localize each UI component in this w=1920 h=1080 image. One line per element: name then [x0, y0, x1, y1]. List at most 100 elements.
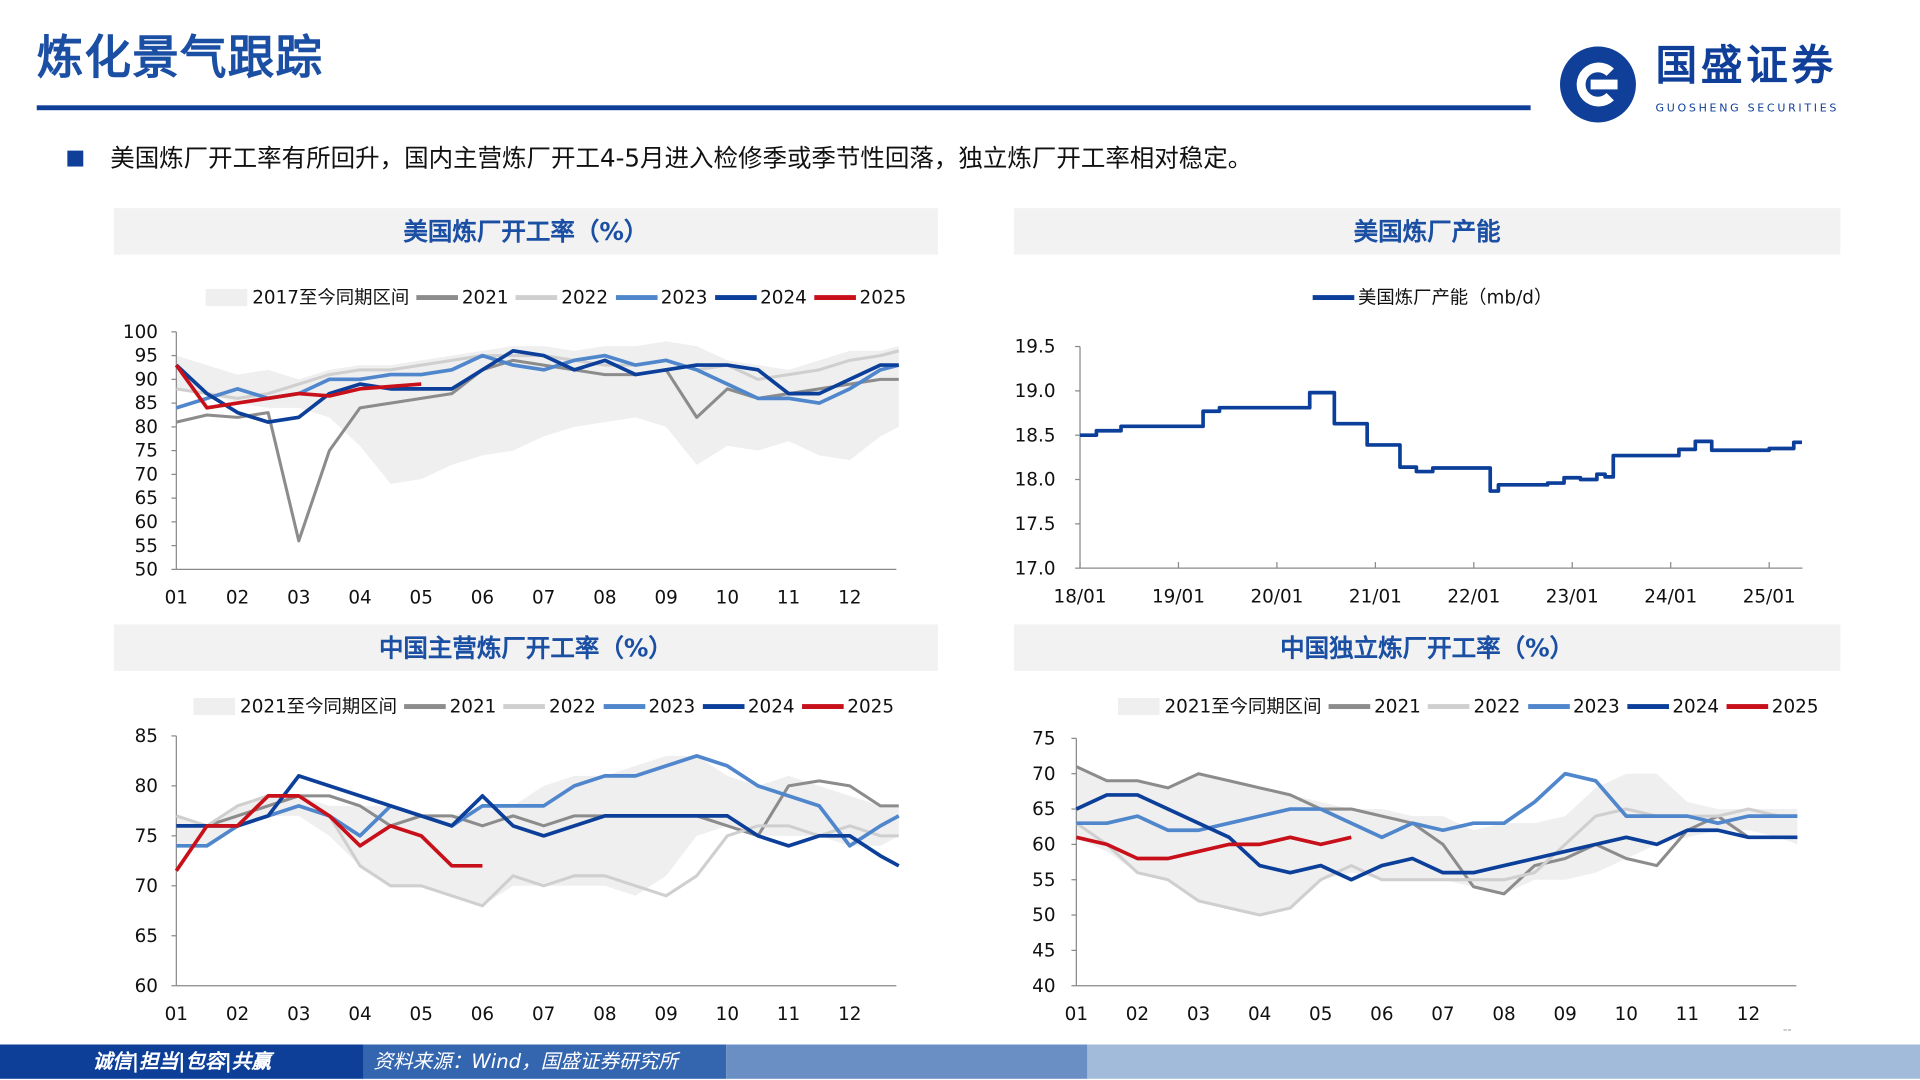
range-band [176, 755, 899, 906]
legend-item: 2024 [702, 695, 795, 718]
legend-label: 2021 [1374, 695, 1421, 718]
y-tick-label: 55 [135, 536, 158, 557]
y-tick-label: 60 [1032, 835, 1055, 856]
legend-line-swatch [1428, 704, 1470, 709]
legend-line-swatch [1312, 295, 1355, 301]
y-tick-label: 90 [135, 369, 158, 390]
series-line-2025 [1075, 835, 1352, 861]
y-tick-label: 18.5 [1015, 425, 1056, 446]
x-tick-label: 12 [1737, 1004, 1760, 1025]
y-tick-label: 85 [135, 726, 158, 747]
y-tick-label: 50 [1032, 905, 1055, 926]
legend-item: 2022 [1428, 696, 1520, 718]
legend-label: 2023 [648, 695, 696, 718]
footer-segment [726, 1044, 1088, 1079]
logo-name: 国盛证券 [1655, 41, 1837, 91]
footer-source: 资料来源：Wind，国盛证券研究所 [363, 1044, 727, 1079]
y-tick-label: 60 [135, 512, 158, 533]
x-tick-label: 09 [654, 1004, 677, 1025]
x-tick-label: 03 [287, 1004, 310, 1025]
x-tick-label: 20/01 [1250, 586, 1303, 607]
x-tick-label: 12 [838, 1004, 861, 1025]
y-tick-label: 75 [135, 826, 158, 847]
y-tick-label: 70 [135, 876, 158, 897]
x-tick-label: 08 [1492, 1004, 1515, 1025]
series-line-美国炼厂产能（mb/d） [1080, 390, 1802, 493]
y-tick-label: 19.0 [1015, 381, 1056, 402]
legend-label: 2017至今同期区间 [252, 286, 410, 309]
legend-line-swatch [814, 295, 856, 301]
x-tick-label: 02 [1126, 1004, 1149, 1025]
legend-line-swatch [404, 704, 446, 709]
y-tick-label: 19.5 [1015, 337, 1056, 358]
x-tick-label: 04 [348, 1004, 371, 1025]
y-tick-label: 65 [135, 488, 158, 509]
range-band [176, 341, 899, 484]
legend-item: 2021至今同期区间 [193, 696, 397, 718]
legend-us-capacity: 美国炼厂产能（mb/d） [1312, 286, 1560, 309]
x-tick-label: 11 [777, 588, 800, 609]
x-tick-label: 01 [165, 588, 188, 609]
x-tick-label: 07 [532, 1004, 555, 1025]
company-logo: 国盛证券 GUOSHENG SECURITIES [1558, 42, 1889, 128]
legend-item: 2025 [801, 695, 895, 718]
y-tick-label: 18.0 [1015, 470, 1056, 491]
legend-china-independent: 2021至今同期区间 2021 2022 2023 2024 2025 [1117, 695, 1826, 718]
series-line-2023 [176, 754, 900, 848]
legend-label: 2021至今同期区间 [1164, 695, 1322, 718]
y-tick-label: 65 [135, 926, 158, 947]
x-tick-label: 05 [410, 1004, 433, 1025]
y-tick-label: 85 [135, 393, 158, 414]
legend-label: 2025 [859, 286, 907, 309]
y-tick-label: 60 [135, 976, 158, 997]
legend-band-swatch [205, 288, 248, 307]
footer-slogan: 诚信|担当|包容|共赢 [0, 1044, 364, 1079]
series-line-2024 [1075, 793, 1798, 882]
legend-line-swatch [416, 295, 459, 301]
legend-label: 2025 [1771, 695, 1819, 718]
x-tick-label: 09 [654, 588, 677, 609]
x-tick-label: 18/01 [1054, 586, 1107, 607]
legend-line-swatch [515, 295, 558, 301]
y-tick-label: 40 [1032, 976, 1055, 997]
x-tick-label: 05 [410, 588, 433, 609]
y-tick-label: 45 [1032, 941, 1055, 962]
series-line-2023 [1076, 771, 1798, 840]
legend-label: 2022 [1473, 695, 1521, 718]
legend-item: 2023 [615, 287, 707, 309]
legend-label: 美国炼厂产能（mb/d） [1357, 286, 1553, 309]
legend-band-swatch [193, 697, 236, 716]
x-tick-label: 23/01 [1546, 586, 1599, 607]
x-tick-label: 25/01 [1743, 586, 1796, 607]
y-tick-label: 95 [135, 346, 158, 367]
x-tick-label: 02 [226, 588, 249, 609]
legend-item: 2023 [603, 696, 695, 718]
y-tick-label: 50 [135, 560, 158, 581]
legend-item: 美国炼厂产能（mb/d） [1312, 286, 1553, 309]
legend-label: 2024 [747, 695, 795, 718]
title-underline [36, 105, 1531, 111]
legend-line-swatch [615, 295, 658, 301]
legend-label: 2022 [549, 695, 596, 718]
chart-2: 85 80 75 70 65 60 01 02 03 04 05 06 07 08 09 10 11 12 [135, 726, 900, 1025]
x-tick-label: 19/01 [1152, 586, 1205, 607]
chart-3: 75 70 65 60 55 50 45 40 01 02 03 04 05 06 07 08 09 10 11 12 [1032, 728, 1798, 1025]
legend-label: 2025 [847, 695, 895, 718]
legend-line-swatch [1627, 704, 1669, 709]
legend-china-main: 2021至今同期区间 2021 2022 2023 2024 2025 [193, 696, 901, 718]
series-line-2024 [176, 774, 900, 868]
chart-title-us-capacity: 美国炼厂产能 [1013, 208, 1841, 255]
footer-bar: 诚信|担当|包容|共赢 资料来源：Wind，国盛证券研究所 [0, 1044, 1920, 1079]
x-tick-label: 01 [165, 1004, 188, 1025]
legend-item: 2024 [714, 287, 807, 309]
legend-item: 2022 [515, 287, 608, 309]
x-tick-label: 07 [532, 588, 555, 609]
series-line-2025 [174, 364, 422, 410]
x-tick-label: 12 [838, 588, 861, 609]
x-tick-label: 04 [348, 588, 371, 609]
x-tick-label: 22/01 [1447, 586, 1500, 607]
y-tick-label: 75 [135, 441, 158, 462]
legend-item: 2025 [1726, 695, 1819, 718]
